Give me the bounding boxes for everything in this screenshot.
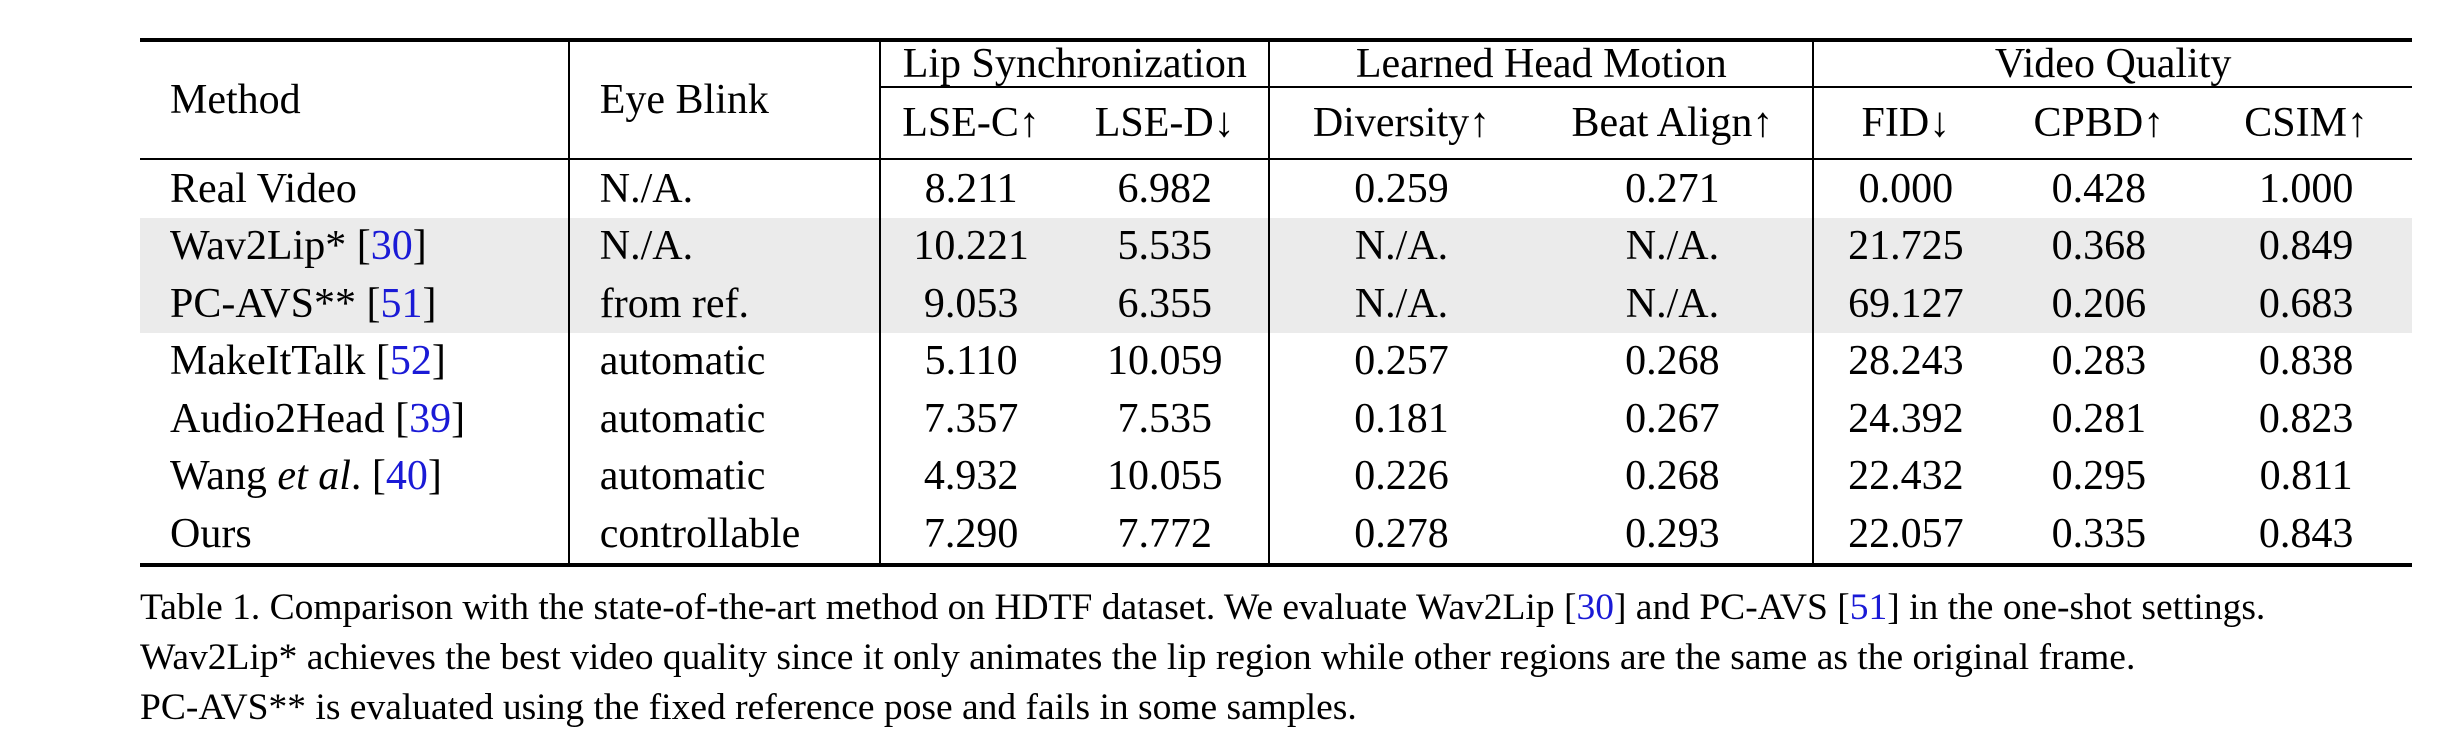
cell-value: 10.221 — [880, 217, 1062, 275]
cell-value: 24.392 — [1848, 395, 1964, 442]
comparison-table: Method Eye Blink Lip Synchronization Lea… — [140, 38, 2412, 567]
cell-value: 0.206 — [1997, 275, 2201, 333]
cell-value: 6.982 — [1061, 159, 1271, 218]
cell-value: 0.267 — [1532, 390, 1815, 448]
cell-value: 0.811 — [2259, 453, 2353, 500]
citation-link[interactable]: 39 — [409, 395, 452, 442]
cell-value: 0.000 — [1858, 165, 1954, 212]
cell-value: 0.683 — [2200, 275, 2412, 333]
table-row: MakeItTalk [52] automatic 5.110 10.059 0… — [140, 332, 2412, 390]
header-eye-blink: Eye Blink — [568, 38, 882, 160]
cell-value: 9.053 — [880, 275, 1062, 333]
cell-value: 6.355 — [1061, 275, 1271, 333]
row-method: Real Video — [140, 159, 570, 218]
cell-value: 7.772 — [1061, 505, 1271, 567]
row-blink: automatic — [568, 390, 882, 448]
header-diversity: Diversity↑ — [1269, 87, 1533, 160]
cell-value: 0.181 — [1354, 395, 1449, 442]
cell-value: 0.283 — [2051, 338, 2147, 385]
header-group-video-quality: Video Quality — [1813, 38, 2412, 88]
cell-value-best: 0.278 — [1269, 505, 1533, 567]
cell-value-best: 0.335 — [1997, 505, 2201, 567]
header-csim: CSIM↑ — [2200, 87, 2412, 160]
cell-value: 1.000 — [2258, 165, 2354, 212]
cell-value: 0.428 — [2051, 165, 2147, 212]
cell-value: 0.268 — [1532, 447, 1815, 505]
table-row: Audio2Head [39] automatic 7.357 7.535 0.… — [140, 390, 2412, 448]
citation-link[interactable]: 30 — [1576, 587, 1614, 628]
table-row: Real Video N./A. 8.211 6.982 0.259 0.271… — [140, 159, 2412, 218]
cell-value: 0.295 — [2051, 453, 2147, 500]
row-blink: automatic — [568, 332, 882, 390]
header-fid: FID↓ — [1813, 87, 1998, 160]
cell-value: 0.368 — [1997, 217, 2201, 275]
header-lse-d: LSE-D↓ — [1061, 87, 1271, 160]
header-group-lip-sync: Lip Synchronization — [880, 38, 1271, 88]
cell-value-best: 0.843 — [2200, 505, 2412, 567]
cell-value: 22.432 — [1848, 453, 1964, 500]
cell-value: 0.281 — [2051, 395, 2147, 442]
header-lse-c: LSE-C↑ — [880, 87, 1062, 160]
cell-value: 4.932 — [923, 453, 1019, 500]
caption-line: PC-AVS** is evaluated using the fixed re… — [140, 687, 1357, 728]
caption-line: Table 1. Comparison with the state-of-th… — [140, 587, 2266, 628]
header-beat-align: Beat Align↑ — [1532, 87, 1815, 160]
cell-value: 5.535 — [1061, 217, 1271, 275]
citation-link[interactable]: 51 — [1849, 587, 1888, 628]
cell-value-best: 22.057 — [1813, 505, 1998, 567]
header-group-head-motion: Learned Head Motion — [1269, 38, 1815, 88]
cell-value: 0.226 — [1354, 453, 1449, 500]
row-blink: automatic — [568, 447, 882, 505]
table-row: Ours controllable 7.290 7.772 0.278 0.29… — [140, 505, 2412, 567]
header-cpbd: CPBD↑ — [1997, 87, 2201, 160]
citation-link[interactable]: 40 — [385, 453, 428, 500]
table-row: Wav2Lip* [30] N./A. 10.221 5.535 N./A. N… — [140, 217, 2412, 275]
table-row: Wang et al. [40] automatic 4.932 10.055 … — [140, 447, 2412, 505]
cell-value: 0.257 — [1354, 338, 1449, 385]
cell-value: N./A. — [1532, 275, 1815, 333]
row-method: PC-AVS** [51] — [140, 275, 570, 333]
citation-link[interactable]: 52 — [389, 338, 432, 385]
header-method: Method — [140, 38, 570, 160]
cell-value: 5.110 — [924, 338, 1018, 385]
cell-value: 28.243 — [1848, 338, 1964, 385]
row-blink: controllable — [568, 505, 882, 567]
row-method: Wang et al. [40] — [140, 447, 570, 505]
row-method: Wav2Lip* [30] — [140, 217, 570, 275]
cell-value: 10.055 — [1061, 447, 1271, 505]
cell-value: 0.823 — [2258, 395, 2354, 442]
caption-line: Wav2Lip* achieves the best video quality… — [140, 637, 2136, 678]
table-caption: Table 1. Comparison with the state-of-th… — [140, 583, 2412, 733]
cell-value: 0.838 — [2258, 338, 2354, 385]
cell-value: 8.211 — [924, 165, 1018, 212]
row-blink: N./A. — [568, 159, 882, 218]
cell-value: N./A. — [1269, 217, 1533, 275]
cell-value: 21.725 — [1813, 217, 1998, 275]
cell-value-best: 0.293 — [1532, 505, 1815, 567]
row-blink: from ref. — [568, 275, 882, 333]
cell-value: 10.059 — [1061, 332, 1271, 390]
cell-value: 0.271 — [1532, 159, 1815, 218]
cell-value: 7.535 — [1061, 390, 1271, 448]
cell-value: 69.127 — [1813, 275, 1998, 333]
row-method: MakeItTalk [52] — [140, 332, 570, 390]
row-method: Audio2Head [39] — [140, 390, 570, 448]
cell-value: 7.290 — [880, 505, 1062, 567]
row-method: Ours — [140, 505, 570, 567]
cell-value: 0.268 — [1532, 332, 1815, 390]
cell-value: N./A. — [1532, 217, 1815, 275]
cell-value: 7.357 — [923, 395, 1019, 442]
row-blink: N./A. — [568, 217, 882, 275]
citation-link[interactable]: 51 — [380, 280, 423, 327]
table-row: PC-AVS** [51] from ref. 9.053 6.355 N./A… — [140, 275, 2412, 333]
cell-value: 0.259 — [1354, 165, 1449, 212]
cell-value: 0.849 — [2200, 217, 2412, 275]
cell-value: N./A. — [1269, 275, 1533, 333]
citation-link[interactable]: 30 — [370, 223, 413, 270]
